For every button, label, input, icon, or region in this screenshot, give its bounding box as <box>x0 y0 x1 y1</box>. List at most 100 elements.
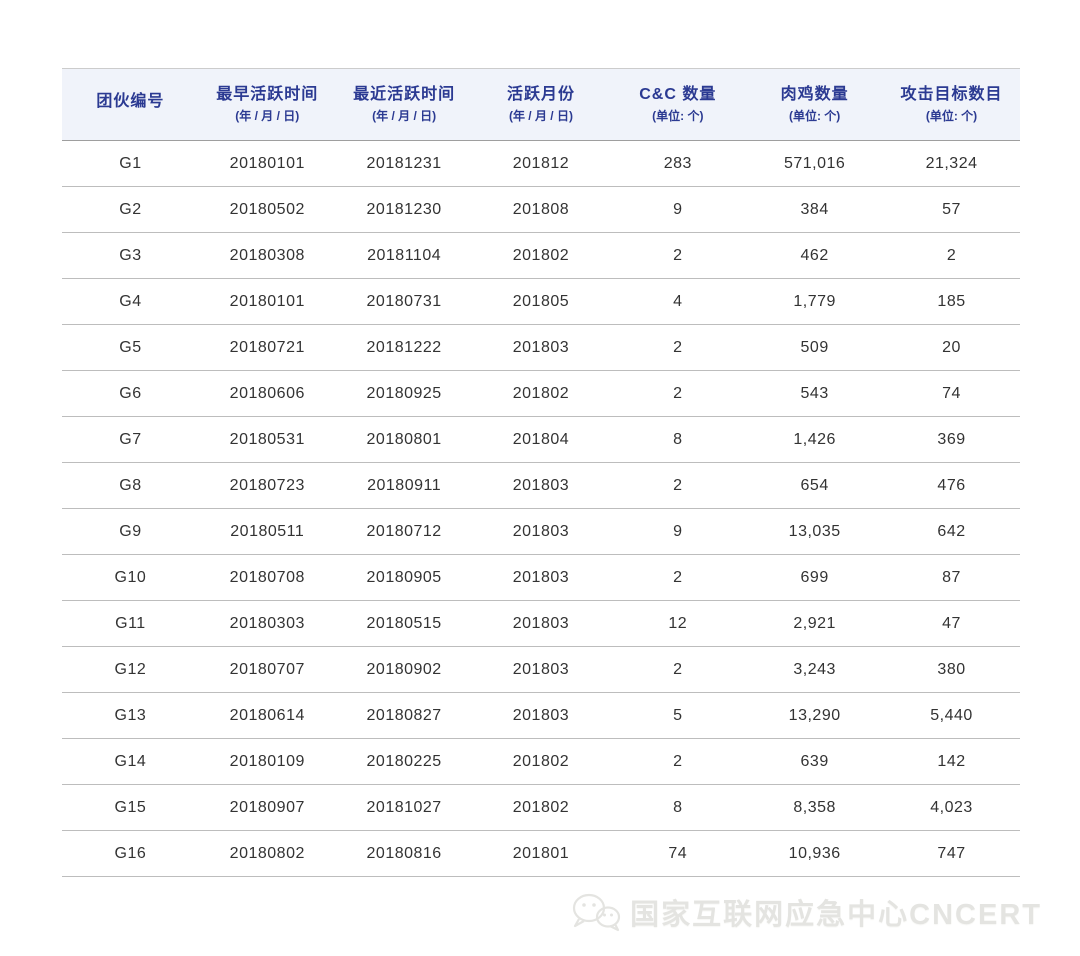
group-id-cell: G2 <box>62 186 199 233</box>
value-cell: 20180707 <box>198 646 336 693</box>
column-label: 肉鸡数量 <box>780 86 849 103</box>
value-cell: 10,936 <box>746 830 884 877</box>
column-header: 最近活跃时间 (年 / 月 / 日) <box>335 68 473 141</box>
value-cell: 201801 <box>472 830 610 877</box>
value-cell: 8 <box>609 784 747 831</box>
group-id-cell: G5 <box>62 324 199 371</box>
value-cell: 639 <box>746 738 884 785</box>
value-cell: 20180614 <box>198 692 336 739</box>
value-cell: 201803 <box>472 508 610 555</box>
group-id-cell: G7 <box>62 416 199 463</box>
column-sublabel: (单位: 个) <box>788 109 841 123</box>
value-cell: 201803 <box>472 600 610 647</box>
watermark-text: 国家互联网应急中心CNCERT <box>630 899 1042 931</box>
column-sublabel: (年 / 月 / 日) <box>372 109 437 123</box>
table-row: G2 20180502 20181230 201808 9 384 57 <box>62 186 1020 233</box>
value-cell: 2 <box>883 232 1020 279</box>
value-cell: 20180502 <box>198 186 336 233</box>
value-cell: 20181230 <box>335 186 473 233</box>
value-cell: 20180109 <box>198 738 336 785</box>
value-cell: 642 <box>883 508 1020 555</box>
column-header: C&C 数量 (单位: 个) <box>609 68 747 141</box>
value-cell: 2 <box>609 232 747 279</box>
value-cell: 369 <box>883 416 1020 463</box>
value-cell: 20180303 <box>198 600 336 647</box>
value-cell: 201803 <box>472 462 610 509</box>
value-cell: 4 <box>609 278 747 325</box>
table-row: G8 20180723 20180911 201803 2 654 476 <box>62 462 1020 509</box>
value-cell: 20181231 <box>335 140 473 187</box>
footer-watermark: 国家互联网应急中心CNCERT <box>570 891 1042 933</box>
value-cell: 201804 <box>472 416 610 463</box>
column-header: 肉鸡数量 (单位: 个) <box>746 68 884 141</box>
value-cell: 20181222 <box>335 324 473 371</box>
value-cell: 74 <box>609 830 747 877</box>
value-cell: 201805 <box>472 278 610 325</box>
column-label: 攻击目标数目 <box>900 86 1003 103</box>
value-cell: 654 <box>746 462 884 509</box>
wechat-icon <box>570 891 622 933</box>
value-cell: 20180905 <box>335 554 473 601</box>
column-header: 攻击目标数目 (单位: 个) <box>883 68 1020 141</box>
value-cell: 509 <box>746 324 884 371</box>
value-cell: 201802 <box>472 784 610 831</box>
value-cell: 543 <box>746 370 884 417</box>
group-id-cell: G6 <box>62 370 199 417</box>
value-cell: 20180816 <box>335 830 473 877</box>
value-cell: 201802 <box>472 370 610 417</box>
value-cell: 13,290 <box>746 692 884 739</box>
table-row: G4 20180101 20180731 201805 4 1,779 185 <box>62 278 1020 325</box>
group-id-cell: G12 <box>62 646 199 693</box>
group-id-cell: G13 <box>62 692 199 739</box>
value-cell: 20180606 <box>198 370 336 417</box>
value-cell: 201803 <box>472 324 610 371</box>
value-cell: 20180511 <box>198 508 336 555</box>
column-sublabel: (年 / 月 / 日) <box>235 109 300 123</box>
value-cell: 201802 <box>472 232 610 279</box>
value-cell: 201808 <box>472 186 610 233</box>
value-cell: 20180925 <box>335 370 473 417</box>
value-cell: 185 <box>883 278 1020 325</box>
column-label: 活跃月份 <box>506 86 575 103</box>
value-cell: 20180902 <box>335 646 473 693</box>
column-sublabel: (单位: 个) <box>652 109 704 123</box>
table-row: G5 20180721 20181222 201803 2 509 20 <box>62 324 1020 371</box>
value-cell: 201812 <box>472 140 610 187</box>
table-row: G13 20180614 20180827 201803 5 13,290 5,440 <box>62 692 1020 739</box>
value-cell: 20180827 <box>335 692 473 739</box>
value-cell: 8,358 <box>746 784 884 831</box>
value-cell: 8 <box>609 416 747 463</box>
value-cell: 476 <box>883 462 1020 509</box>
value-cell: 3,243 <box>746 646 884 693</box>
table-row: G10 20180708 20180905 201803 2 699 87 <box>62 554 1020 601</box>
value-cell: 47 <box>883 600 1020 647</box>
value-cell: 462 <box>746 232 884 279</box>
value-cell: 20180911 <box>335 462 473 509</box>
value-cell: 384 <box>746 186 884 233</box>
table-body: G1 20180101 20181231 201812 283 571,016 21,324… <box>62 140 1020 877</box>
group-id-cell: G10 <box>62 554 199 601</box>
value-cell: 2 <box>609 324 747 371</box>
column-sublabel: (年 / 月 / 日) <box>508 109 573 123</box>
column-label: 团伙编号 <box>96 93 165 110</box>
table-container: 团伙编号 最早活跃时间 (年 / 月 / 日) 最近活跃时间 (年 / 月 / 日) 活跃… <box>62 68 1020 877</box>
value-cell: 20180225 <box>335 738 473 785</box>
value-cell: 1,426 <box>746 416 884 463</box>
value-cell: 380 <box>883 646 1020 693</box>
column-header: 最早活跃时间 (年 / 月 / 日) <box>198 68 336 141</box>
value-cell: 20180515 <box>335 600 473 647</box>
value-cell: 9 <box>609 186 747 233</box>
header-row: 团伙编号 最早活跃时间 (年 / 月 / 日) 最近活跃时间 (年 / 月 / 日) 活跃… <box>62 68 1020 141</box>
value-cell: 283 <box>609 140 747 187</box>
table-row: G6 20180606 20180925 201802 2 543 74 <box>62 370 1020 417</box>
value-cell: 20180708 <box>198 554 336 601</box>
value-cell: 2,921 <box>746 600 884 647</box>
table-row: G1 20180101 20181231 201812 283 571,016 21,324 <box>62 140 1020 187</box>
value-cell: 20180531 <box>198 416 336 463</box>
column-label: C&C 数量 <box>639 86 717 103</box>
value-cell: 20180101 <box>198 140 336 187</box>
column-header: 活跃月份 (年 / 月 / 日) <box>472 68 610 141</box>
value-cell: 2 <box>609 738 747 785</box>
table-row: G16 20180802 20180816 201801 74 10,936 747 <box>62 830 1020 877</box>
